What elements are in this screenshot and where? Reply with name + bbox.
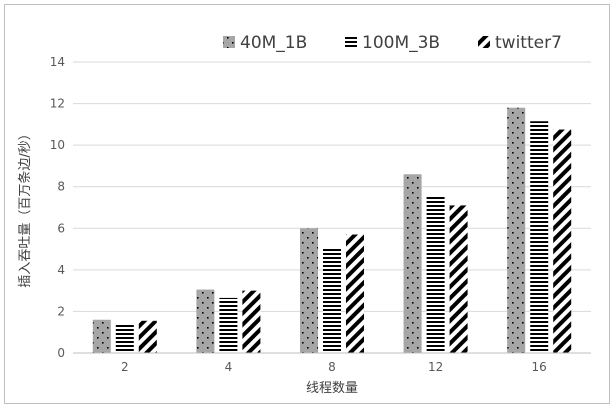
legend: 40M_1B 100M_3B twitter7 <box>223 33 562 53</box>
bar-40M_1B-2 <box>92 319 111 353</box>
y-tick-label: 6 <box>57 221 65 235</box>
bar-40M_1B-16 <box>507 107 526 353</box>
y-tick-label: 12 <box>50 97 65 111</box>
bar-100M_3B-16 <box>530 121 549 353</box>
x-tick-label: 8 <box>328 360 336 374</box>
y-tick-label: 2 <box>57 304 65 318</box>
legend-swatch <box>223 36 235 48</box>
chart-frame: 0 2 4 6 8 10 12 14 2 4 8 12 16 线程数量 插入吞吐量（百万条边/秒） 4… <box>4 4 610 404</box>
legend-swatch <box>345 36 357 48</box>
legend-swatch <box>478 36 490 48</box>
y-axis-ticks: 0 2 4 6 8 10 12 14 <box>50 55 65 360</box>
bar-chart: 0 2 4 6 8 10 12 14 2 4 8 12 16 线程数量 插入吞吐量（百万条边/秒） 4… <box>17 33 591 396</box>
legend-label: 100M_3B <box>362 33 440 53</box>
y-tick-label: 4 <box>57 263 65 277</box>
y-tick-label: 10 <box>50 138 65 152</box>
bar-40M_1B-8 <box>300 228 318 353</box>
bar-twitter7-16 <box>553 129 572 353</box>
y-tick-label: 8 <box>57 180 65 194</box>
x-tick-label: 2 <box>121 360 129 374</box>
legend-label: 40M_1B <box>240 33 307 53</box>
bar-40M_1B-4 <box>196 289 215 353</box>
y-axis-title: 插入吞吐量（百万条边/秒） <box>17 127 33 287</box>
bar-40M_1B-12 <box>403 174 422 353</box>
bar-twitter7-8 <box>346 234 364 353</box>
bar-100M_3B-2 <box>115 323 134 353</box>
gridlines <box>73 61 591 312</box>
bar-100M_3B-12 <box>426 196 445 353</box>
bar-twitter7-4 <box>242 290 261 353</box>
bar-100M_3B-8 <box>323 246 341 353</box>
x-tick-label: 16 <box>532 360 547 374</box>
x-axis-ticks: 2 4 8 12 16 <box>121 360 547 374</box>
legend-label: twitter7 <box>495 33 562 53</box>
y-tick-label: 14 <box>50 55 65 69</box>
bar-twitter7-2 <box>138 320 157 353</box>
bar-100M_3B-4 <box>219 297 238 353</box>
x-tick-label: 4 <box>225 360 233 374</box>
bar-twitter7-12 <box>449 205 468 353</box>
x-tick-label: 12 <box>428 360 443 374</box>
bars <box>92 107 572 353</box>
y-tick-label: 0 <box>57 346 65 360</box>
x-axis-title: 线程数量 <box>306 381 358 396</box>
